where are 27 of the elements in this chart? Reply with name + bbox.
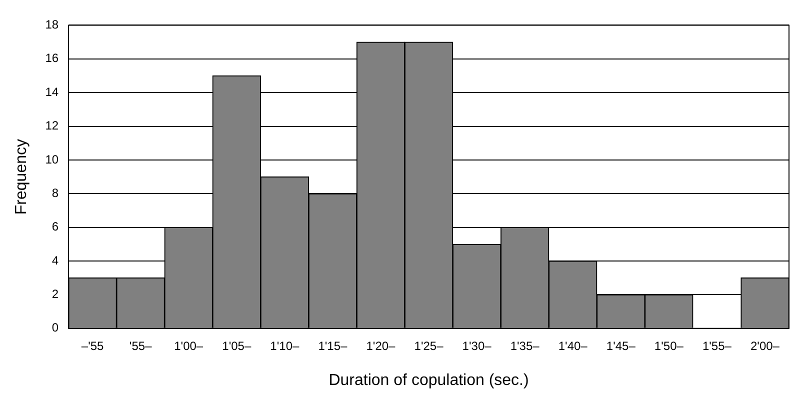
x-tick-label: 1'40– (558, 338, 588, 353)
y-tick-label: 4 (52, 253, 59, 268)
y-tick-label: 12 (45, 118, 59, 133)
y-tick-label: 0 (52, 320, 59, 335)
x-tick-label: 1'25– (414, 338, 444, 353)
y-tick-label: 16 (45, 51, 59, 66)
x-tick-label: 2'00– (750, 338, 780, 353)
y-tick-label: 14 (45, 84, 59, 99)
x-tick-label: 1'05– (222, 338, 252, 353)
x-tick-label: –'55 (81, 338, 104, 353)
y-tick-label: 8 (52, 186, 59, 200)
x-tick-label: 1'45– (606, 338, 636, 353)
x-axis-title: Duration of copulation (sec.) (328, 372, 529, 389)
y-axis-title: Frequency (13, 139, 30, 215)
x-tick-label: 1'10– (270, 338, 300, 353)
y-tick-label: 10 (45, 152, 59, 166)
y-tick-label: 2 (52, 287, 59, 302)
y-tick-label: 6 (52, 220, 59, 234)
x-tick-label: 1'50– (654, 338, 684, 353)
x-tick-label: 1'15– (318, 338, 348, 353)
x-tick-label: 1'00– (174, 338, 204, 353)
x-tick-label: '55– (129, 338, 152, 353)
x-tick-label: 1'20– (366, 338, 396, 353)
x-tick-label: 1'55– (702, 338, 732, 353)
x-tick-label: 1'35– (510, 338, 540, 353)
y-tick-label: 18 (45, 18, 59, 32)
x-tick-label: 1'30– (462, 338, 492, 353)
